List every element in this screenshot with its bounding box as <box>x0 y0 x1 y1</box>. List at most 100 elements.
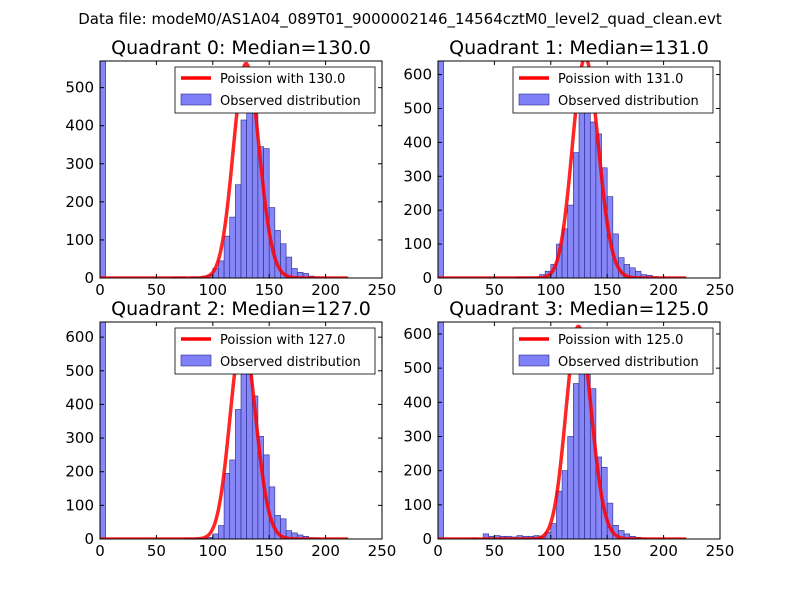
histogram-bar <box>280 518 287 539</box>
histogram-bar <box>223 235 231 278</box>
legend-box <box>174 327 376 375</box>
legend-label-observed: Observed distribution <box>220 355 361 370</box>
x-tick-label: 250 <box>706 542 735 560</box>
y-tick-label: 400 <box>65 395 94 413</box>
histogram-bar <box>573 383 580 539</box>
histogram-bar <box>567 204 574 278</box>
histogram-bar <box>589 121 597 278</box>
quadrant-title: Quadrant 0: Median=130.0 <box>111 37 371 59</box>
legend: Poission with 131.0 Observed distribution <box>512 66 714 114</box>
x-tick-label: 150 <box>255 542 284 560</box>
legend-label-poisson: Poission with 131.0 <box>558 72 683 87</box>
y-tick-label: 600 <box>403 66 432 84</box>
histogram-bar <box>584 94 591 278</box>
x-tick-label: 50 <box>147 281 166 299</box>
histogram-bar <box>246 100 253 278</box>
x-tick-label: 50 <box>485 542 504 560</box>
x-tick-label: 100 <box>536 542 565 560</box>
histogram-bar <box>567 436 574 539</box>
x-tick-label: 150 <box>593 281 622 299</box>
y-tick-label: 100 <box>65 496 94 514</box>
legend-box <box>174 66 376 114</box>
quadrant-3-chart: 0 50 100 150 200 250 0 100 200 300 400 500 600 Quadra… <box>403 298 734 560</box>
figure-suptitle: Data file: modeM0/AS1A04_089T01_90000021… <box>78 10 722 29</box>
y-tick-label: 0 <box>422 269 432 287</box>
y-tick-label: 0 <box>422 530 432 548</box>
legend: Poission with 127.0 Observed distribution <box>174 327 376 375</box>
y-tick-label: 200 <box>403 201 432 219</box>
x-tick-label: 100 <box>198 542 227 560</box>
x-tick-label: 0 <box>433 542 443 560</box>
histogram-bar <box>229 459 236 539</box>
quadrant-title: Quadrant 1: Median=131.0 <box>449 37 709 59</box>
legend-bar-swatch <box>518 93 550 106</box>
y-tick-label: 100 <box>403 496 432 514</box>
x-tick-label: 0 <box>95 542 105 560</box>
quadrant-2-chart: 0 50 100 150 200 250 0 100 200 300 400 500 600 Quadra… <box>65 298 396 560</box>
x-tick-label: 200 <box>649 281 678 299</box>
y-tick-label: 500 <box>403 99 432 117</box>
x-tick-label: 250 <box>368 281 397 299</box>
y-tick-label: 600 <box>403 325 432 343</box>
y-tick-label: 500 <box>403 359 432 377</box>
histogram-bar <box>223 473 231 539</box>
y-tick-label: 100 <box>65 231 94 249</box>
histogram-bar <box>302 273 309 278</box>
quadrant-title: Quadrant 2: Median=127.0 <box>111 298 371 320</box>
histogram-bar <box>212 533 219 539</box>
y-tick-label: 300 <box>403 167 432 185</box>
x-tick-label: 250 <box>368 542 397 560</box>
y-tick-label: 500 <box>65 362 94 380</box>
axes-frame <box>99 321 383 540</box>
x-tick-label: 250 <box>706 281 735 299</box>
legend-label-observed: Observed distribution <box>558 355 699 370</box>
histogram-bar <box>561 470 569 539</box>
legend-bar-swatch <box>518 354 550 367</box>
y-tick-label: 600 <box>65 328 94 346</box>
y-tick-label: 300 <box>403 427 432 445</box>
y-tick-label: 300 <box>65 429 94 447</box>
y-tick-label: 200 <box>65 463 94 481</box>
legend: Poission with 130.0 Observed distribution <box>174 66 376 114</box>
histogram-bar <box>573 152 580 278</box>
axes-frame <box>437 321 721 540</box>
legend-label-poisson: Poission with 130.0 <box>220 72 345 87</box>
x-tick-label: 200 <box>311 281 340 299</box>
quadrant-0-chart: 0 50 100 150 200 250 0 100 200 300 400 500 Quadrant … <box>65 37 396 299</box>
legend-box <box>512 66 714 114</box>
histogram-bar <box>218 260 225 278</box>
y-tick-label: 100 <box>403 235 432 253</box>
histogram-bar <box>229 216 236 278</box>
quadrant-title: Quadrant 3: Median=125.0 <box>449 298 709 320</box>
y-tick-label: 300 <box>65 155 94 173</box>
legend-bar-swatch <box>180 93 212 106</box>
legend-label-observed: Observed distribution <box>558 94 699 109</box>
axes-frame <box>99 60 383 279</box>
x-tick-label: 0 <box>433 281 443 299</box>
histogram-bar <box>218 525 225 539</box>
x-tick-label: 150 <box>255 281 284 299</box>
y-tick-label: 0 <box>84 530 94 548</box>
y-tick-label: 400 <box>403 393 432 411</box>
histogram-bar <box>578 99 585 278</box>
histogram-bar <box>438 322 444 539</box>
x-tick-label: 100 <box>536 281 565 299</box>
poisson-curve <box>438 324 687 539</box>
legend-label-observed: Observed distribution <box>220 94 361 109</box>
histogram-bar <box>550 523 557 539</box>
x-tick-label: 200 <box>311 542 340 560</box>
x-tick-label: 0 <box>95 281 105 299</box>
y-tick-label: 400 <box>65 117 94 135</box>
x-tick-label: 50 <box>147 542 166 560</box>
histogram-bar <box>100 61 106 278</box>
x-tick-label: 100 <box>198 281 227 299</box>
y-tick-label: 200 <box>403 462 432 480</box>
legend: Poission with 125.0 Observed distribution <box>512 327 714 375</box>
y-tick-label: 0 <box>84 269 94 287</box>
x-tick-label: 150 <box>593 542 622 560</box>
y-tick-label: 200 <box>65 193 94 211</box>
legend-bar-swatch <box>180 354 212 367</box>
histogram-bar <box>235 409 242 539</box>
